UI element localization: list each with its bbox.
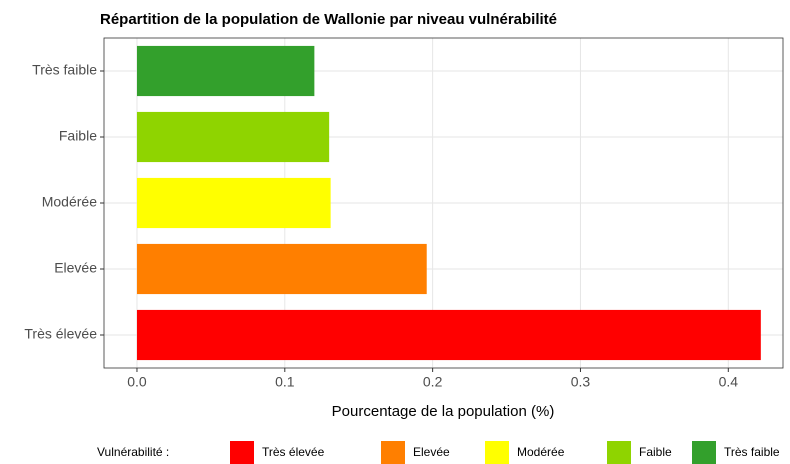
y-tick-label: Très faible: [32, 62, 97, 78]
legend-title: Vulnérabilité :: [97, 445, 169, 459]
y-tick-label: Modérée: [42, 194, 97, 210]
legend-label: Très élevée: [262, 445, 325, 459]
legend-key: [485, 441, 509, 464]
bar: [136, 309, 761, 361]
legend-key: [692, 441, 716, 464]
legend-key: [381, 441, 405, 464]
legend-label: Faible: [639, 445, 672, 459]
chart-title: Répartition de la population de Wallonie…: [100, 11, 557, 28]
bar: [136, 111, 330, 163]
bar: [136, 243, 427, 295]
y-tick-label: Faible: [59, 128, 97, 144]
x-tick-label: 0.3: [571, 374, 591, 390]
legend-label: Modérée: [517, 445, 565, 459]
x-tick-label: 0.2: [423, 374, 443, 390]
x-axis-label: Pourcentage de la population (%): [332, 403, 555, 420]
bar: [136, 45, 315, 97]
legend-label: Très faible: [724, 445, 780, 459]
x-tick-label: 0.0: [127, 374, 147, 390]
y-tick-label: Très élevée: [24, 326, 97, 342]
y-tick-label: Elevée: [54, 260, 97, 276]
legend-key: [607, 441, 631, 464]
x-tick-label: 0.4: [719, 374, 739, 390]
legend-key: [230, 441, 254, 464]
bar: [136, 177, 331, 229]
x-tick-label: 0.1: [275, 374, 295, 390]
legend-label: Elevée: [413, 445, 450, 459]
plot-border: [103, 37, 784, 369]
